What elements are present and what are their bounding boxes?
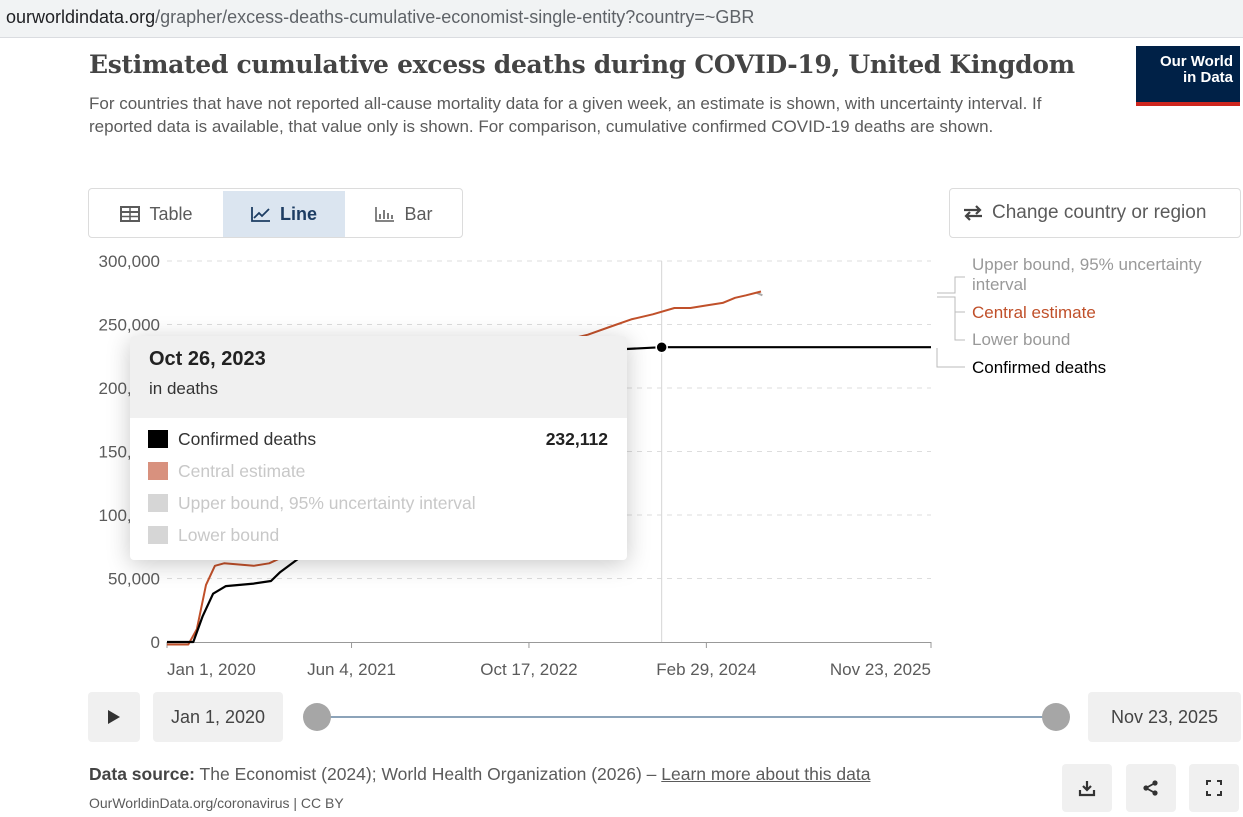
y-tick-label: 300,000 bbox=[99, 252, 160, 271]
tooltip-label: Lower bound bbox=[178, 524, 280, 545]
tab-bar-label: Bar bbox=[404, 203, 433, 224]
hover-tooltip: Oct 26, 2023 in deaths Confirmed deaths … bbox=[130, 336, 627, 560]
x-tick-label: Jan 1, 2020 bbox=[167, 660, 256, 679]
fullscreen-button[interactable] bbox=[1189, 764, 1239, 812]
chart-title: Estimated cumulative excess deaths durin… bbox=[89, 50, 1075, 79]
logo-line-2: in Data bbox=[1182, 69, 1233, 86]
y-tick-label: 50,000 bbox=[108, 570, 160, 589]
timeline-track[interactable] bbox=[317, 716, 1055, 718]
tab-table[interactable]: Table bbox=[91, 191, 222, 237]
download-button[interactable] bbox=[1062, 764, 1112, 812]
tooltip-unit: in deaths bbox=[149, 379, 218, 398]
tab-bar[interactable]: Bar bbox=[346, 191, 462, 237]
source-prefix: Data source: bbox=[89, 764, 196, 784]
y-tick-label: 250,000 bbox=[99, 316, 160, 335]
fullscreen-icon bbox=[1206, 780, 1222, 796]
x-tick-label: Jun 4, 2021 bbox=[307, 660, 396, 679]
tooltip-label: Central estimate bbox=[178, 460, 306, 481]
timeline-start-date[interactable]: Jan 1, 2020 bbox=[153, 692, 283, 742]
share-button[interactable] bbox=[1126, 764, 1176, 812]
change-country-button[interactable]: Change country or region bbox=[949, 188, 1241, 238]
license-text: OurWorldinData.org/coronavirus | CC BY bbox=[89, 795, 344, 811]
legend-upper-bound-cont: interval bbox=[972, 275, 1027, 294]
x-tick-label: Nov 23, 2025 bbox=[830, 660, 931, 679]
tab-table-label: Table bbox=[149, 203, 193, 224]
timeline-end-date[interactable]: Nov 23, 2025 bbox=[1088, 692, 1241, 742]
download-icon bbox=[1078, 781, 1096, 797]
table-icon bbox=[120, 206, 141, 222]
tooltip-row: Upper bound, 95% uncertainty interval bbox=[148, 493, 608, 513]
url-text[interactable]: ourworldindata.org/grapher/excess-deaths… bbox=[6, 7, 755, 27]
tab-line[interactable]: Line bbox=[223, 191, 345, 237]
legend-connector bbox=[937, 276, 965, 294]
tooltip-label: Confirmed deaths bbox=[178, 428, 317, 449]
share-icon bbox=[1143, 780, 1158, 796]
x-tick-label: Feb 29, 2024 bbox=[656, 660, 756, 679]
x-tick-label: Oct 17, 2022 bbox=[480, 660, 577, 679]
legend-confirmed-deaths: Confirmed deaths bbox=[972, 358, 1106, 377]
owid-logo[interactable]: Our World in Data bbox=[1136, 46, 1240, 106]
learn-more-link[interactable]: Learn more about this data bbox=[661, 764, 871, 784]
source-text: The Economist (2024); World Health Organ… bbox=[195, 764, 662, 784]
play-icon bbox=[108, 710, 120, 724]
hover-point bbox=[655, 340, 668, 354]
hover-markers bbox=[655, 340, 668, 354]
tooltip-row: Confirmed deaths 232,112 bbox=[148, 429, 608, 449]
series-central-estimate bbox=[167, 290, 762, 646]
tooltip-value: 232,112 bbox=[545, 428, 608, 449]
change-country-label: Change country or region bbox=[992, 202, 1207, 223]
tooltip-swatch bbox=[148, 430, 168, 448]
tab-line-label: Line bbox=[279, 203, 317, 224]
legend-upper-bound: Upper bound, 95% uncertainty bbox=[972, 255, 1202, 274]
legend-connector bbox=[954, 312, 965, 341]
y-tick-label: 0 bbox=[151, 633, 160, 652]
tooltip-date: Oct 26, 2023 bbox=[149, 348, 266, 370]
data-source: Data source: The Economist (2024); World… bbox=[89, 764, 870, 785]
line-chart-icon bbox=[251, 207, 270, 222]
timeline-start-handle[interactable] bbox=[303, 703, 331, 731]
tooltip-swatch bbox=[148, 526, 168, 544]
bar-chart-icon bbox=[375, 207, 395, 222]
swap-arrows-icon bbox=[964, 205, 982, 221]
chart-subtitle: For countries that have not reported all… bbox=[89, 94, 1042, 136]
timeline-end-handle[interactable] bbox=[1042, 703, 1070, 731]
tooltip-swatch bbox=[148, 462, 168, 480]
view-tabs: Table Line Bar bbox=[88, 188, 463, 238]
x-axis: Jan 1, 2020 Jun 4, 2021 Oct 17, 2022 Feb 29… bbox=[166, 642, 932, 679]
legend-lower-bound: Lower bound bbox=[972, 330, 1070, 349]
legend-central-estimate: Central estimate bbox=[972, 303, 1096, 322]
tooltip-header: Oct 26, 2023 in deaths bbox=[130, 336, 627, 418]
browser-url-bar[interactable]: ourworldindata.org/grapher/excess-deaths… bbox=[0, 0, 1243, 38]
tooltip-row: Lower bound bbox=[148, 525, 608, 545]
tooltip-label: Upper bound, 95% uncertainty interval bbox=[178, 492, 476, 513]
legend-connector bbox=[936, 348, 965, 368]
legend-connector bbox=[937, 296, 965, 313]
play-button[interactable] bbox=[88, 692, 140, 742]
tooltip-row: Central estimate bbox=[148, 461, 608, 481]
tooltip-swatch bbox=[148, 494, 168, 512]
logo-line-1: Our World bbox=[1159, 53, 1233, 70]
